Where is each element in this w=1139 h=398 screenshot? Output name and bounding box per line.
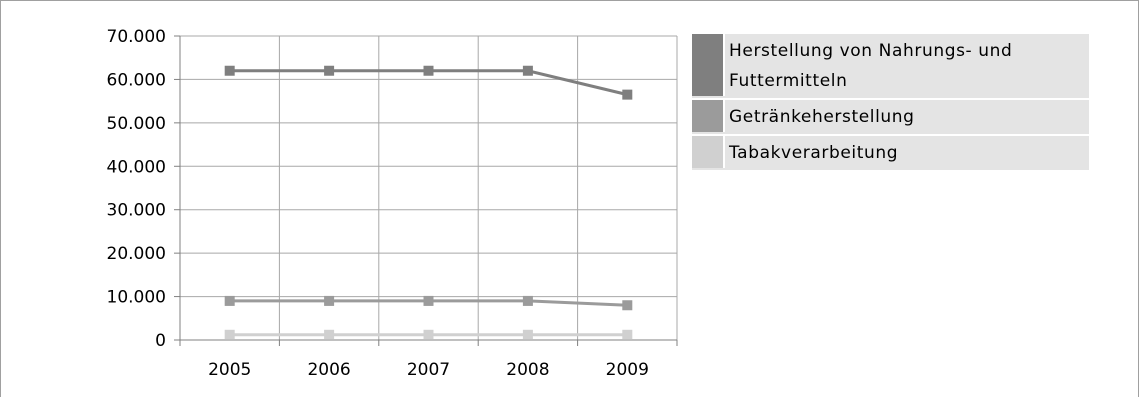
data-point bbox=[522, 65, 533, 76]
data-point bbox=[324, 65, 335, 76]
x-tick-label: 2006 bbox=[307, 360, 350, 380]
y-tick-label: 20.000 bbox=[107, 244, 166, 264]
grid-lines bbox=[180, 35, 678, 340]
legend-label-nahrung: Herstellung von Nahrungs- und Futtermitt… bbox=[729, 41, 1013, 91]
legend-label-getraenke: Getränkeherstellung bbox=[729, 107, 915, 127]
axes bbox=[174, 35, 678, 346]
data-point bbox=[224, 329, 235, 340]
legend: Herstellung von Nahrungs- und Futtermitt… bbox=[692, 34, 1089, 172]
data-point bbox=[622, 89, 633, 100]
x-tick-label: 2007 bbox=[407, 360, 450, 380]
data-point bbox=[522, 295, 533, 306]
y-tick-label: 10.000 bbox=[107, 288, 166, 308]
data-point bbox=[224, 295, 235, 306]
legend-swatch-tabak bbox=[692, 136, 725, 168]
series-1 bbox=[224, 65, 633, 100]
y-tick-label: 50.000 bbox=[107, 114, 166, 134]
x-tick-label: 2008 bbox=[506, 360, 549, 380]
y-tick-label: 30.000 bbox=[107, 201, 166, 221]
legend-swatch-nahrung bbox=[692, 34, 725, 96]
y-axis-tick-labels: 0 10.000 20.000 30.000 40.000 50.000 60.000 70.… bbox=[107, 27, 166, 351]
legend-label-tabak: Tabakverarbeitung bbox=[729, 143, 899, 163]
legend-item-getraenke[interactable]: Getränkeherstellung bbox=[692, 100, 1089, 134]
legend-item-tabak[interactable]: Tabakverarbeitung bbox=[692, 136, 1089, 170]
y-tick-label: 0 bbox=[155, 331, 166, 351]
legend-item-nahrung[interactable]: Herstellung von Nahrungs- und Futtermitt… bbox=[692, 34, 1089, 98]
y-tick-label: 60.000 bbox=[107, 70, 166, 90]
data-point bbox=[622, 300, 633, 311]
data-point bbox=[224, 65, 235, 76]
data-point bbox=[423, 295, 434, 306]
data-point bbox=[324, 295, 335, 306]
legend-swatch-getraenke bbox=[692, 100, 725, 132]
y-tick-label: 70.000 bbox=[107, 27, 166, 47]
series-3 bbox=[224, 329, 633, 340]
x-tick-label: 2005 bbox=[208, 360, 251, 380]
series-2 bbox=[224, 295, 633, 311]
data-point bbox=[324, 329, 335, 340]
x-tick-label: 2009 bbox=[606, 360, 649, 380]
data-point bbox=[622, 329, 633, 340]
data-point bbox=[423, 65, 434, 76]
data-point bbox=[522, 329, 533, 340]
y-tick-label: 40.000 bbox=[107, 157, 166, 177]
data-point bbox=[423, 329, 434, 340]
x-axis-tick-labels: 2005 2006 2007 2008 2009 bbox=[208, 360, 649, 380]
series-layer bbox=[224, 65, 633, 340]
